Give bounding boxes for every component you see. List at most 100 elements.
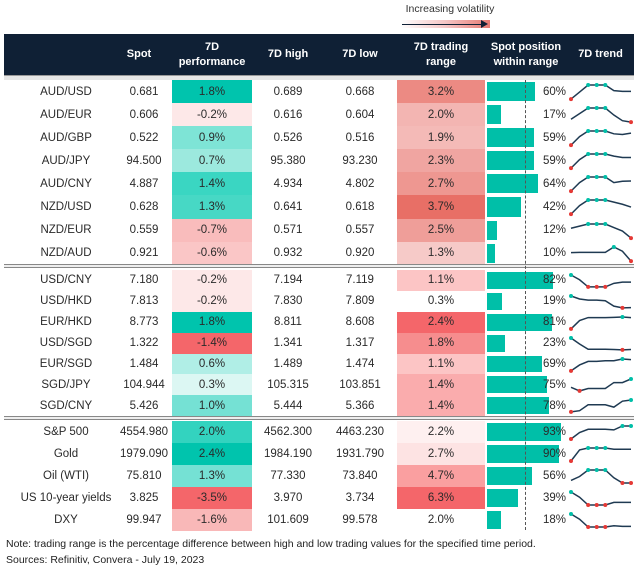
high-marker <box>594 468 599 472</box>
cell-perf: 0.7% <box>172 149 252 173</box>
cell-range: 1.4% <box>397 374 485 396</box>
cell-low: 7.119 <box>346 274 374 287</box>
cell-spot: 4.887 <box>129 177 159 190</box>
cell-spot: 104.944 <box>123 378 165 391</box>
cell-perf: 1.0% <box>172 395 252 417</box>
cell-name: EUR/HKD <box>40 316 92 329</box>
position-label: 42% <box>542 201 566 214</box>
high-marker <box>603 221 608 226</box>
position-fill <box>487 334 506 352</box>
low-marker <box>629 235 633 240</box>
position-label: 82% <box>542 274 566 287</box>
position-label: 39% <box>542 492 566 504</box>
cell-spot: 0.921 <box>129 247 159 260</box>
low-marker <box>569 166 573 171</box>
position-fill <box>487 445 559 463</box>
cell-range: 1.1% <box>397 353 485 375</box>
trend-sparkline <box>569 291 632 312</box>
cell-name: AUD/USD <box>40 85 92 98</box>
cell-spot: 3.825 <box>129 492 159 504</box>
footnote: Note: trading range is the percentage di… <box>6 538 536 550</box>
position-fill <box>487 489 519 507</box>
trend-sparkline <box>569 149 632 172</box>
high-marker <box>594 221 599 226</box>
low-marker <box>569 437 573 441</box>
low-marker <box>629 120 633 125</box>
high-marker <box>594 152 599 157</box>
cell-range: 3.7% <box>397 195 485 219</box>
high-marker <box>586 446 591 450</box>
cell-perf: -0.2% <box>172 270 252 291</box>
spot-position-bar <box>487 242 565 265</box>
spot-position-bar <box>487 465 565 487</box>
low-marker <box>594 525 599 529</box>
low-marker <box>586 284 591 289</box>
header-high: 7D high <box>267 48 309 60</box>
position-fill <box>487 511 502 529</box>
low-marker <box>586 503 591 507</box>
header-perf: 7D performance <box>178 40 246 68</box>
cell-name: S&P 500 <box>43 426 89 438</box>
cell-range: 2.7% <box>397 443 485 465</box>
cell-perf: -0.2% <box>172 103 252 127</box>
spot-position-bar <box>487 333 565 354</box>
trend-line <box>570 153 631 169</box>
cell-range: 2.0% <box>397 103 485 127</box>
spot-position-bar <box>487 80 565 103</box>
trend-line <box>570 513 631 528</box>
high-marker <box>586 83 591 87</box>
table-row: AUD/GBP 0.522 0.9% 0.526 0.516 1.9% 59% <box>4 126 634 150</box>
volatility-arrow-icon <box>400 20 490 28</box>
trend-sparkline <box>569 333 632 354</box>
table-row: USD/SGD 1.322 -1.4% 1.341 1.317 1.8% 23% <box>4 332 634 354</box>
cell-high: 8.811 <box>274 316 302 329</box>
cell-low: 73.840 <box>342 470 378 482</box>
cell-low: 93.230 <box>342 154 378 167</box>
cell-spot: 5.426 <box>129 399 159 412</box>
cell-high: 101.609 <box>267 514 309 526</box>
cell-range: 2.5% <box>397 218 485 242</box>
trend-line <box>570 222 632 239</box>
high-marker <box>603 83 608 87</box>
cell-range: 1.8% <box>397 332 485 354</box>
high-marker <box>586 106 591 111</box>
spot-position-bar <box>487 374 565 395</box>
markets-group: S&P 500 4554.980 2.0% 4562.300 4463.230 2.2% 9… <box>4 421 634 531</box>
cell-range: 2.2% <box>397 421 485 443</box>
trend-line <box>570 199 632 216</box>
high-marker <box>603 468 608 472</box>
cell-low: 1931.790 <box>336 448 384 460</box>
table-row: EUR/HKD 8.773 1.8% 8.811 8.608 2.4% 81% <box>4 311 634 333</box>
cell-range: 2.7% <box>397 172 485 196</box>
low-marker <box>620 481 625 485</box>
spot-position-bar <box>487 126 565 149</box>
low-marker <box>620 347 625 352</box>
cell-high: 0.616 <box>273 108 303 121</box>
cell-range: 1.9% <box>397 126 485 150</box>
fx-aud-nzd-group: AUD/USD 0.681 1.8% 0.689 0.668 3.2% 60% AUD/EUR… <box>4 80 634 265</box>
spot-position-bar <box>487 312 565 333</box>
low-marker <box>569 459 573 463</box>
high-marker <box>594 198 599 203</box>
cell-spot: 99.947 <box>126 514 162 526</box>
position-label: 75% <box>542 378 566 391</box>
position-label: 64% <box>542 177 566 190</box>
cell-name: USD/CNY <box>40 274 92 287</box>
spot-position-bar <box>487 509 565 531</box>
position-label: 78% <box>542 399 566 412</box>
trend-sparkline <box>569 270 632 291</box>
low-marker <box>586 525 591 529</box>
trend-line <box>570 245 632 262</box>
trend-sparkline <box>570 465 633 487</box>
low-marker <box>569 410 573 415</box>
header-spot: Spot <box>126 48 152 60</box>
cell-perf: -1.6% <box>172 509 252 531</box>
header-divider <box>4 75 634 80</box>
cell-range: 2.4% <box>397 311 485 333</box>
position-fill <box>487 467 532 485</box>
high-marker <box>611 244 616 249</box>
table-row: EUR/SGD 1.484 0.6% 1.489 1.474 1.1% 69% <box>4 353 634 375</box>
trend-line <box>570 107 632 123</box>
cell-spot: 1.484 <box>129 358 159 370</box>
cell-range: 4.7% <box>397 465 485 487</box>
